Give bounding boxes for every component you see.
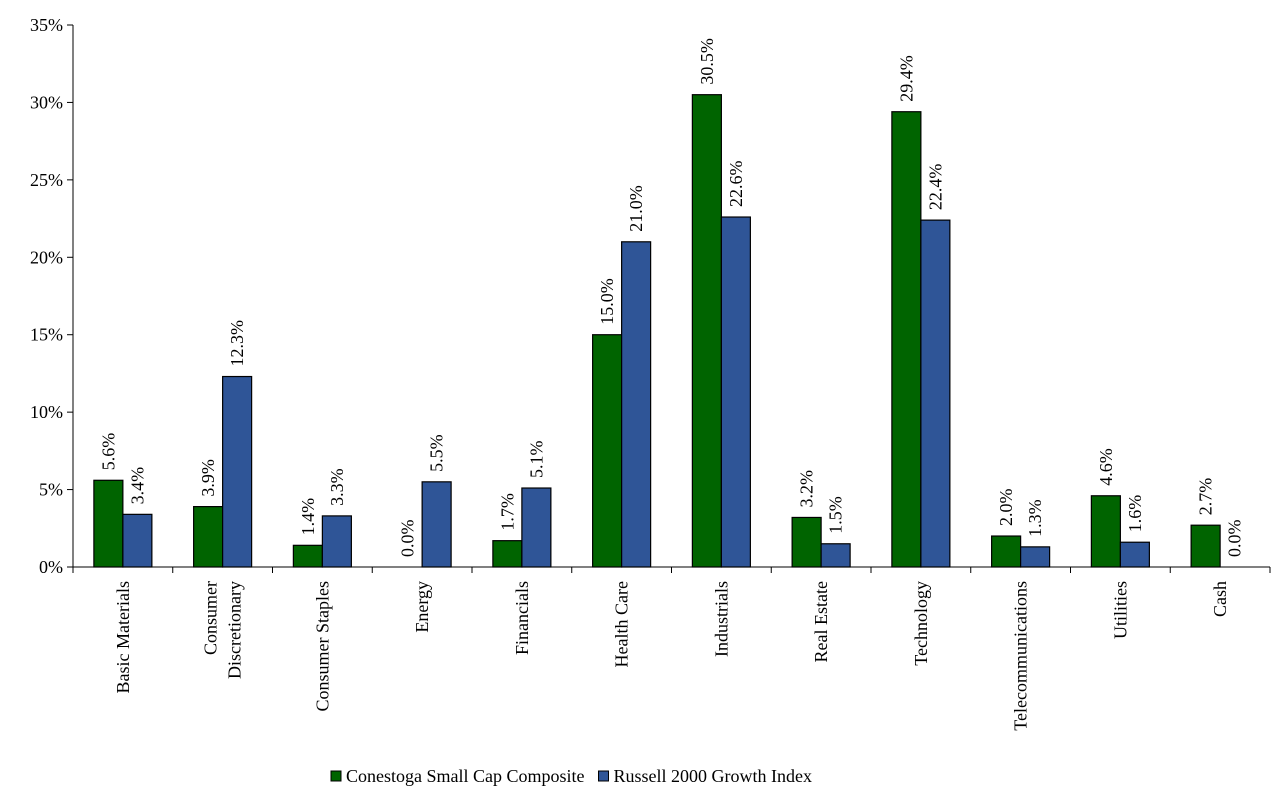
data-label: 1.7% <box>497 493 517 531</box>
legend-label: Conestoga Small Cap Composite <box>346 766 585 786</box>
legend-label: Russell 2000 Growth Index <box>614 766 812 786</box>
x-category-label: Utilities <box>1110 581 1130 639</box>
x-category-label: Health Care <box>612 581 632 667</box>
x-category-label: Industrials <box>711 581 731 657</box>
bar-russell <box>1020 546 1051 568</box>
data-label: 3.3% <box>327 468 347 506</box>
data-label: 22.6% <box>726 161 746 208</box>
bar-conestoga <box>93 479 124 568</box>
data-label: 3.4% <box>127 467 147 505</box>
bar-conestoga <box>891 111 922 568</box>
y-tick-label: 35% <box>30 15 63 35</box>
x-category-label: Consumer <box>201 581 221 655</box>
data-label: 3.2% <box>797 470 817 508</box>
legend: Conestoga Small Cap Composite Russell 200… <box>330 766 812 786</box>
data-label: 2.0% <box>996 489 1016 527</box>
x-category-label: Consumer Staples <box>312 581 332 712</box>
x-category-label: Real Estate <box>811 581 831 662</box>
y-tick-label: 5% <box>39 480 63 500</box>
data-label: 5.1% <box>526 441 546 479</box>
data-label: 0.0% <box>398 520 418 558</box>
bar-conestoga <box>1190 524 1221 568</box>
y-tick-label: 25% <box>30 170 63 190</box>
x-category-label: Financials <box>512 581 532 655</box>
data-label: 30.5% <box>697 38 717 85</box>
bar-russell <box>720 216 751 568</box>
data-label: 21.0% <box>626 185 646 232</box>
data-label: 4.6% <box>1096 448 1116 486</box>
bars <box>93 94 1221 568</box>
x-category-label: Basic Materials <box>113 581 133 693</box>
data-label: 5.5% <box>427 434 447 472</box>
data-label: 29.4% <box>896 55 916 102</box>
bar-russell <box>222 375 253 568</box>
bar-russell <box>920 219 951 568</box>
bar-conestoga <box>492 540 523 568</box>
bar-conestoga <box>1090 495 1121 568</box>
x-category-label: Technology <box>911 581 931 666</box>
data-label: 5.6% <box>98 433 118 471</box>
y-tick-label: 30% <box>30 92 63 112</box>
y-tick-label: 20% <box>30 247 63 267</box>
legend-swatch <box>598 770 609 782</box>
x-category-label: Telecommunications <box>1011 581 1031 731</box>
y-tick-label: 15% <box>30 325 63 345</box>
x-category-label: Cash <box>1210 581 1230 617</box>
bar-conestoga <box>592 334 623 568</box>
legend-swatch <box>330 770 342 782</box>
x-category-label: Energy <box>412 581 432 633</box>
bar-russell <box>1119 541 1150 568</box>
data-label: 22.4% <box>925 164 945 211</box>
bar-conestoga <box>292 544 323 568</box>
data-label: 1.6% <box>1125 495 1145 533</box>
data-label: 0.0% <box>1225 520 1245 558</box>
y-tick-label: 0% <box>39 557 63 577</box>
bar-russell <box>820 543 851 568</box>
data-label: 3.9% <box>198 459 218 497</box>
data-label: 2.7% <box>1196 478 1216 516</box>
bar-conestoga <box>791 516 822 568</box>
bar-russell <box>421 481 452 568</box>
x-axis: Basic Materials Consumer Discretionary Cons… <box>72 566 1271 731</box>
data-label: 1.3% <box>1025 499 1045 537</box>
x-category-label: Discretionary <box>225 581 245 679</box>
bar-russell <box>321 515 352 568</box>
data-label: 12.3% <box>227 320 247 367</box>
bar-russell <box>122 513 153 568</box>
bar-conestoga <box>991 535 1022 568</box>
bar-conestoga <box>691 94 722 568</box>
data-label: 1.4% <box>298 498 318 536</box>
data-label: 15.0% <box>597 278 617 325</box>
bar-russell <box>621 241 652 568</box>
bar-russell <box>521 487 552 568</box>
y-tick-label: 10% <box>30 402 63 422</box>
bar-conestoga <box>193 506 224 568</box>
y-axis: 0% 5% 10% 15% 20% 25% 30% 35% <box>30 15 74 577</box>
data-labels: 5.6% 3.9% 1.4% 0.0% 1.7% 15.0% 30.5% 3.2% 29.4% 2… <box>98 38 1244 557</box>
data-label: 1.5% <box>826 496 846 534</box>
